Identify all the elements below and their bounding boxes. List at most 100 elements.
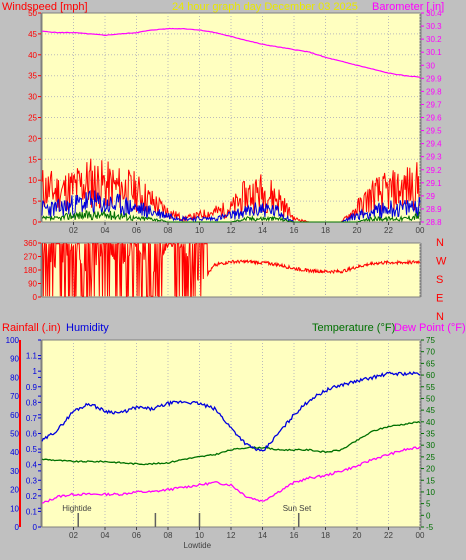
y-tick-label: 29.4 (426, 140, 442, 149)
y-tick-label: 0 (33, 523, 38, 532)
y-tick-label: 25 (28, 114, 37, 123)
y-tick-label: 28.9 (426, 205, 442, 214)
wind-average-series (41, 190, 421, 223)
x-tick-label: 02 (69, 226, 78, 235)
x-tick-label: 10 (195, 531, 204, 540)
windspeed-axis-title: Windspeed [mph] (2, 1, 88, 13)
x-tick-label: 20 (353, 226, 362, 235)
x-tick-label: 14 (258, 531, 267, 540)
y-tick-label: 29.3 (426, 153, 442, 162)
y-tick-label: -5 (426, 523, 434, 532)
y-tick-label: 35 (28, 72, 37, 81)
x-tick-label: 14 (258, 226, 267, 235)
x-tick-label: 22 (384, 226, 393, 235)
y-tick-label: 30 (426, 441, 435, 450)
y-tick-label: 29.1 (426, 179, 442, 188)
compass-label: S (436, 274, 443, 286)
temperature-series (41, 420, 421, 466)
event-label: Sun Set (283, 504, 312, 513)
y-tick-label: 30 (10, 467, 19, 476)
y-tick-label: 80 (10, 373, 19, 382)
y-tick-label: 30.1 (426, 48, 442, 57)
y-tick-label: 30.3 (426, 22, 442, 31)
y-tick-label: 35 (426, 430, 435, 439)
x-tick-label: 22 (384, 531, 393, 540)
y-tick-label: 45 (426, 406, 435, 415)
y-tick-label: 29.8 (426, 87, 442, 96)
y-tick-label: 29 (426, 192, 435, 201)
x-tick-label: 00 (416, 531, 425, 540)
y-tick-label: 29.5 (426, 127, 442, 136)
rainfall-axis-title: Rainfall (.in) (2, 322, 61, 334)
x-tick-label: 04 (101, 226, 110, 235)
y-tick-label: 10 (426, 488, 435, 497)
y-tick-label: 10 (10, 504, 19, 513)
compass-label: N (436, 311, 444, 323)
y-tick-label: 50 (28, 9, 37, 18)
chart-title: 24 hour graph day December 03 2025 (172, 1, 358, 13)
y-tick-label: 0.5 (26, 445, 38, 454)
x-tick-label: 16 (290, 226, 299, 235)
y-tick-label: 100 (6, 336, 20, 345)
x-tick-label: 06 (132, 531, 141, 540)
y-tick-label: 70 (10, 392, 19, 401)
barometer-series (41, 27, 421, 78)
y-tick-label: 30 (28, 93, 37, 102)
y-tick-label: 40 (10, 448, 19, 457)
y-tick-label: 50 (426, 394, 435, 403)
y-tick-label: 15 (28, 155, 37, 164)
y-tick-label: 5 (426, 500, 431, 509)
wind-direction-series (42, 243, 421, 297)
y-tick-label: 55 (426, 383, 435, 392)
event-label: Lowtide (184, 541, 212, 550)
y-tick-label: 50 (10, 430, 19, 439)
y-tick-label: 0.9 (26, 383, 38, 392)
y-tick-label: 40 (28, 51, 37, 60)
y-tick-label: 15 (426, 476, 435, 485)
temperature-axis-title: Temperature (°F) (312, 322, 395, 334)
x-tick-label: 12 (227, 531, 236, 540)
y-tick-label: 0.1 (26, 507, 38, 516)
y-tick-label: 90 (28, 280, 37, 289)
y-tick-label: 360 (24, 239, 38, 248)
y-tick-label: 25 (426, 453, 435, 462)
x-tick-label: 18 (321, 226, 330, 235)
x-tick-label: 20 (353, 531, 362, 540)
y-tick-label: 65 (426, 359, 435, 368)
y-tick-label: 45 (28, 30, 37, 39)
y-tick-label: 30 (426, 61, 435, 70)
compass-label: W (436, 256, 447, 268)
compass-label: E (436, 293, 443, 305)
y-tick-label: 40 (426, 418, 435, 427)
humidity-axis-title: Humidity (66, 322, 109, 334)
x-tick-label: 16 (290, 531, 299, 540)
y-tick-label: 10 (28, 176, 37, 185)
y-tick-label: 70 (426, 348, 435, 357)
y-tick-label: 29.6 (426, 114, 442, 123)
x-tick-label: 06 (132, 226, 141, 235)
y-tick-label: 0 (33, 293, 38, 302)
compass-label: N (436, 237, 444, 249)
wind-gust-series (41, 158, 421, 223)
x-tick-label: 02 (69, 531, 78, 540)
event-label: Hightide (62, 504, 92, 513)
x-tick-label: 08 (164, 226, 173, 235)
y-tick-label: 0 (33, 218, 38, 227)
dewpoint-series (41, 446, 421, 504)
x-tick-label: 10 (195, 226, 204, 235)
dewpoint-axis-title: Dew Point (°F) (394, 322, 466, 334)
x-tick-label: 04 (101, 531, 110, 540)
y-tick-label: 0.2 (26, 492, 38, 501)
x-tick-label: 08 (164, 531, 173, 540)
y-tick-label: 60 (10, 411, 19, 420)
y-tick-label: 1.1 (26, 352, 38, 361)
y-tick-label: 0.4 (26, 461, 38, 470)
y-tick-label: 75 (426, 336, 435, 345)
x-tick-label: 12 (227, 226, 236, 235)
y-tick-label: 30.4 (426, 9, 442, 18)
y-tick-label: 0.8 (26, 398, 38, 407)
y-tick-label: 20 (28, 134, 37, 143)
y-tick-label: 0.7 (26, 414, 38, 423)
